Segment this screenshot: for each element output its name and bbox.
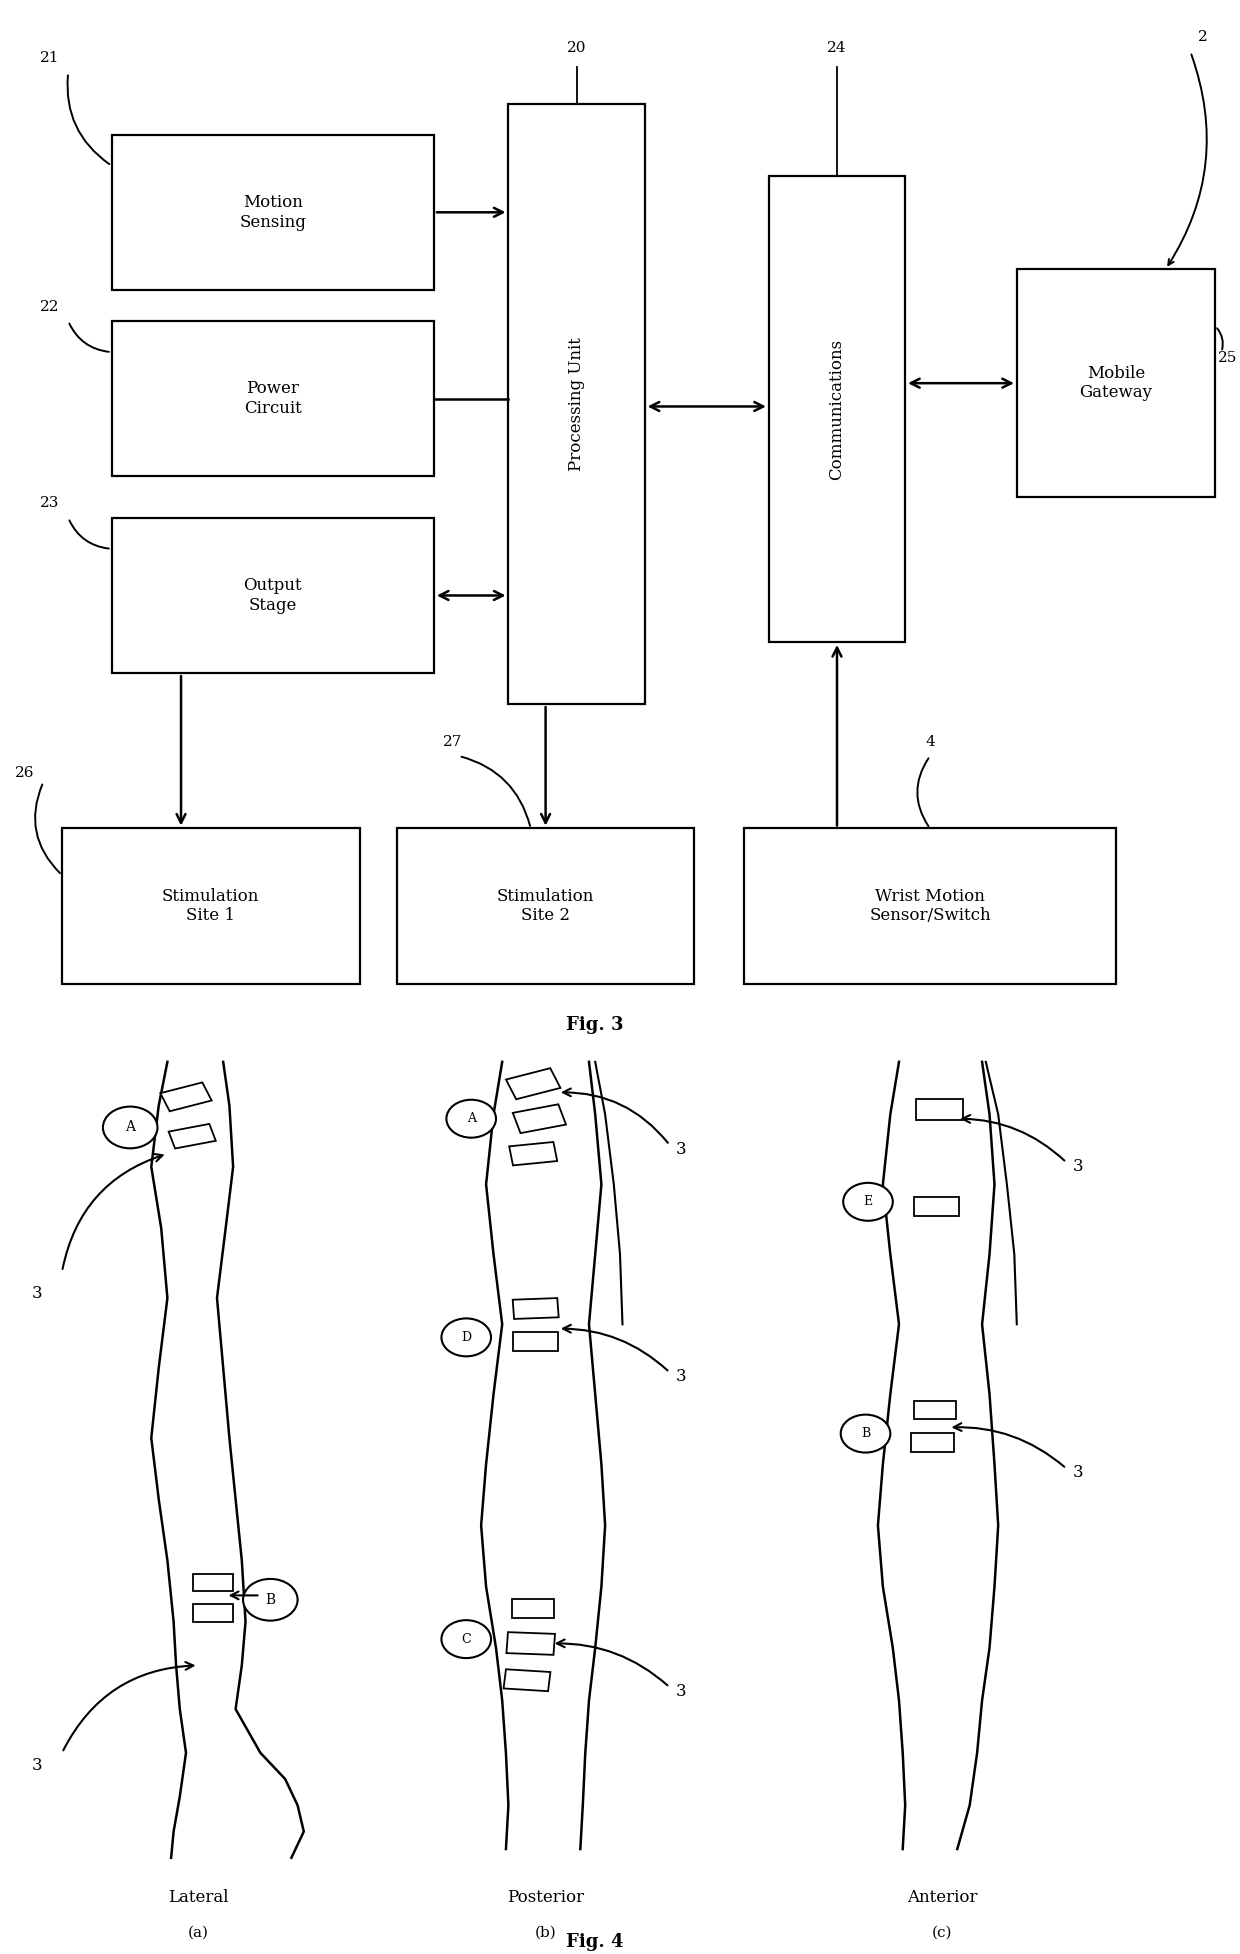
Text: Communications: Communications <box>828 338 846 479</box>
Text: (b): (b) <box>534 1925 557 1940</box>
Text: Mobile
Gateway: Mobile Gateway <box>1080 365 1152 401</box>
Bar <box>169 1124 216 1149</box>
Text: 26: 26 <box>15 766 35 780</box>
Bar <box>512 1297 559 1319</box>
Bar <box>744 828 1116 985</box>
Text: 27: 27 <box>443 735 463 748</box>
Bar <box>397 828 694 985</box>
Ellipse shape <box>441 1620 491 1659</box>
Bar <box>503 1669 551 1692</box>
Text: Stimulation
Site 2: Stimulation Site 2 <box>497 887 594 924</box>
Text: E: E <box>863 1196 873 1208</box>
Text: 23: 23 <box>40 496 60 510</box>
Ellipse shape <box>841 1415 890 1452</box>
Text: B: B <box>265 1593 275 1606</box>
Text: 24: 24 <box>827 41 847 55</box>
Ellipse shape <box>446 1100 496 1137</box>
Text: Lateral: Lateral <box>169 1888 228 1905</box>
Text: C: C <box>461 1634 471 1645</box>
Bar <box>914 1401 956 1419</box>
Bar <box>911 1432 954 1452</box>
Bar <box>112 135 434 289</box>
Text: 3: 3 <box>32 1757 42 1774</box>
Text: 3: 3 <box>676 1368 687 1385</box>
Text: 3: 3 <box>1073 1159 1084 1174</box>
Text: 22: 22 <box>40 299 60 315</box>
Text: 2: 2 <box>1198 31 1208 45</box>
Bar <box>510 1141 557 1165</box>
Ellipse shape <box>243 1579 298 1620</box>
Text: 3: 3 <box>1073 1464 1084 1481</box>
Text: 3: 3 <box>676 1141 687 1157</box>
Bar <box>513 1104 565 1133</box>
Bar <box>160 1083 212 1112</box>
Text: (a): (a) <box>188 1925 208 1940</box>
Ellipse shape <box>103 1106 157 1149</box>
Text: A: A <box>125 1120 135 1135</box>
Bar <box>1017 270 1215 496</box>
Bar <box>193 1604 233 1622</box>
Text: 3: 3 <box>676 1682 687 1700</box>
Text: (c): (c) <box>932 1925 952 1940</box>
Bar <box>916 1100 963 1120</box>
Text: Posterior: Posterior <box>507 1888 584 1905</box>
Bar <box>512 1598 554 1618</box>
Text: B: B <box>861 1426 870 1440</box>
Bar <box>506 1632 556 1655</box>
Bar <box>914 1196 959 1215</box>
Text: 21: 21 <box>40 51 60 64</box>
Text: 3: 3 <box>32 1286 42 1301</box>
Bar <box>506 1069 560 1100</box>
Text: Stimulation
Site 1: Stimulation Site 1 <box>162 887 259 924</box>
Text: Processing Unit: Processing Unit <box>568 336 585 471</box>
Bar <box>769 176 905 643</box>
Bar <box>112 320 434 477</box>
Bar <box>513 1333 558 1352</box>
Text: 4: 4 <box>925 735 935 748</box>
Text: Power
Circuit: Power Circuit <box>244 381 301 416</box>
Text: D: D <box>461 1331 471 1344</box>
Text: Output
Stage: Output Stage <box>243 576 303 614</box>
Text: 25: 25 <box>1218 352 1238 365</box>
Ellipse shape <box>843 1182 893 1221</box>
Bar <box>193 1573 233 1591</box>
Text: 20: 20 <box>567 41 587 55</box>
Text: Anterior: Anterior <box>908 1888 977 1905</box>
Text: Motion
Sensing: Motion Sensing <box>239 193 306 231</box>
Bar <box>112 518 434 672</box>
Ellipse shape <box>441 1319 491 1356</box>
Text: A: A <box>466 1112 476 1126</box>
Text: Fig. 4: Fig. 4 <box>567 1933 624 1950</box>
Text: Wrist Motion
Sensor/Switch: Wrist Motion Sensor/Switch <box>869 887 991 924</box>
Bar <box>62 828 360 985</box>
Bar <box>508 104 645 703</box>
Text: Fig. 3: Fig. 3 <box>567 1016 624 1034</box>
